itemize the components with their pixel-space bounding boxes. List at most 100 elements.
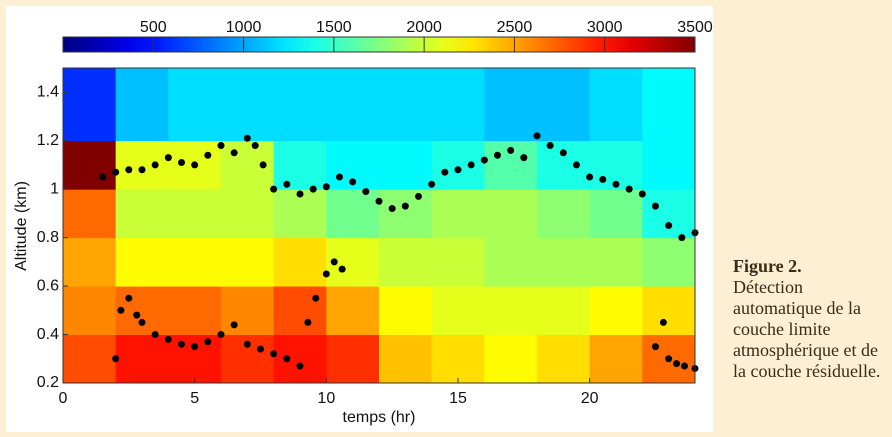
point: [230, 321, 238, 329]
chart: temps (hr) Altitude (km) 500 1000 1500 2000…: [6, 6, 713, 432]
heatmap-cell: [379, 68, 433, 142]
point: [257, 345, 264, 353]
plot-frame: [62, 67, 696, 384]
point: [151, 161, 159, 169]
point: [259, 161, 267, 169]
point: [304, 318, 312, 326]
point: [296, 362, 304, 370]
heatmap-cell: [431, 189, 485, 239]
point: [243, 340, 251, 348]
point: [428, 180, 436, 188]
x-tick-label: 10: [317, 390, 335, 407]
heatmap-cell: [484, 237, 538, 287]
heatmap-cell: [589, 237, 643, 287]
point: [322, 183, 330, 191]
heatmap-cell: [642, 189, 696, 239]
heatmap-cell: [379, 140, 433, 190]
point: [638, 190, 646, 198]
point: [533, 132, 541, 140]
colorbar: [62, 36, 696, 53]
x-tick-label: 20: [581, 390, 599, 407]
heatmap-cell: [537, 68, 591, 142]
colorbar-tick-label: 3000: [587, 19, 623, 36]
point: [467, 161, 475, 169]
colorbar-tick-label: 2500: [497, 19, 533, 36]
heatmap-cell: [537, 237, 591, 287]
heatmap-cell: [642, 237, 696, 287]
point: [362, 188, 370, 196]
heatmap-cell: [221, 286, 275, 336]
heatmap-cell: [273, 68, 327, 142]
heatmap-cell: [537, 334, 591, 384]
caption-label: Figure 2.: [733, 256, 802, 276]
point: [309, 185, 317, 193]
heatmap-cell: [273, 140, 327, 190]
point: [336, 173, 343, 181]
point: [251, 142, 259, 150]
point: [454, 166, 462, 174]
point: [375, 197, 383, 205]
x-tick-label: 15: [449, 390, 467, 407]
y-tick-label: 1: [50, 180, 59, 197]
point: [330, 258, 338, 266]
y-tick-label: 0.8: [37, 229, 59, 246]
y-tick-label: 0.2: [37, 374, 59, 391]
heatmap-cell: [63, 68, 117, 142]
point: [559, 149, 567, 157]
heatmap-cell: [63, 237, 117, 287]
colorbar-tick-label: 500: [140, 19, 167, 36]
heatmap-cell: [642, 68, 696, 142]
heatmap-cell: [273, 286, 327, 336]
heatmap-cell: [484, 334, 538, 384]
heatmap-cell: [221, 237, 275, 287]
colorbar-tick-label: 2000: [406, 19, 442, 36]
point: [191, 161, 199, 169]
point: [191, 343, 199, 351]
heatmap-cell: [379, 286, 433, 336]
y-axis-label: Altitude (km): [13, 181, 30, 271]
heatmap-cell: [63, 334, 117, 384]
point: [243, 134, 251, 142]
heatmap-cell: [484, 189, 538, 239]
heatmap-cell: [115, 237, 169, 287]
heatmap-cell: [168, 334, 222, 384]
point: [520, 154, 528, 162]
point: [125, 294, 133, 302]
heatmap-cell: [115, 334, 169, 384]
colorbar-tick-label: 3500: [677, 19, 713, 36]
point: [283, 355, 291, 363]
heatmap-cell: [221, 189, 275, 239]
point: [599, 175, 607, 183]
heatmap-cell: [63, 286, 117, 336]
point: [138, 166, 146, 174]
heatmap-cell: [379, 189, 433, 239]
point: [338, 265, 346, 273]
y-tick-label: 0.4: [37, 326, 59, 343]
heatmap-cell: [115, 140, 169, 190]
heatmap-cell: [326, 68, 380, 142]
heatmap-cell: [115, 189, 169, 239]
point: [665, 355, 673, 363]
point: [322, 270, 330, 278]
point: [178, 159, 185, 166]
point: [480, 156, 488, 164]
point: [652, 343, 659, 351]
heatmap-cell: [273, 334, 327, 384]
heatmap-cell: [168, 189, 222, 239]
point: [217, 331, 225, 339]
point: [270, 350, 278, 358]
heatmap-cell: [168, 237, 222, 287]
caption-text: Détection automatique de la couche limit…: [733, 277, 881, 381]
y-tick-label: 1.4: [37, 83, 59, 100]
point: [270, 185, 278, 193]
heatmap-cell: [431, 334, 485, 384]
heatmap-cell: [63, 189, 117, 239]
caption: Figure 2. Détection automatique de la cou…: [733, 256, 889, 382]
heatmap-cell: [431, 140, 485, 190]
heatmap-cell: [589, 68, 643, 142]
point: [178, 340, 185, 348]
point: [164, 154, 172, 162]
heatmap-cell: [431, 286, 485, 336]
heatmap-cell: [379, 237, 433, 287]
